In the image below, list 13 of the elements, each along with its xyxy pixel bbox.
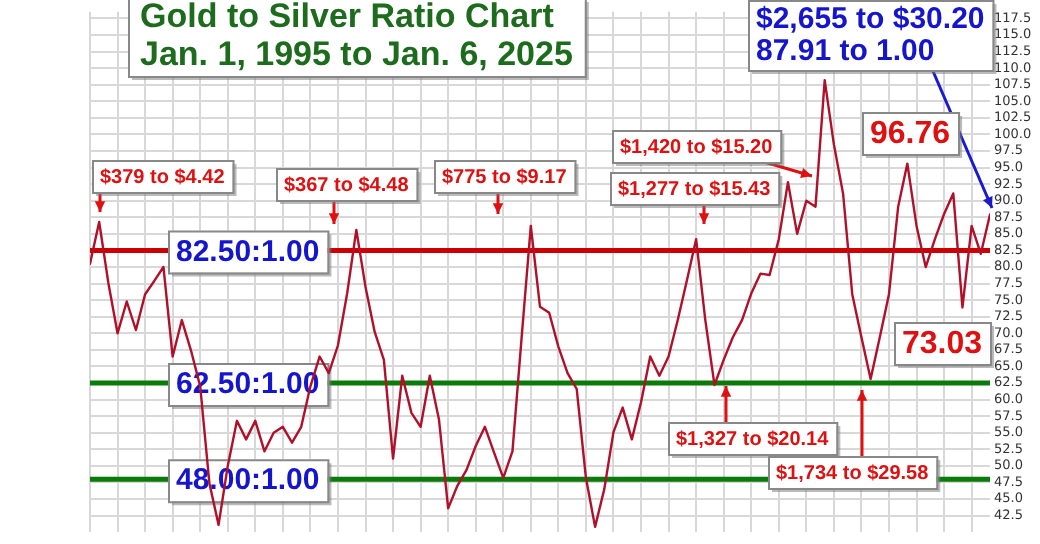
annotation: $379 to $4.42 — [100, 166, 226, 189]
annotation: 73.03 — [902, 326, 983, 361]
annotation: 96.76 — [870, 116, 951, 151]
annotation: $367 to $4.48 — [284, 174, 410, 197]
annotation: $775 to $9.17 — [442, 166, 568, 189]
annotation: $1,420 to $15.20 — [620, 136, 774, 159]
annotation: $1,734 to $29.58 — [776, 462, 930, 485]
annotation: $2,655 to $30.20 87.91 to 1.00 — [756, 2, 985, 69]
chart-title: Gold to Silver Ratio Chart — [140, 0, 555, 36]
annotation: $1,277 to $15.43 — [618, 178, 772, 201]
ref-line-label: 82.50:1.00 — [176, 234, 320, 269]
text: Jan. 1, 1995 to Jan. 6, 2025 — [140, 35, 573, 74]
annotation: $1,327 to $20.14 — [676, 428, 830, 451]
